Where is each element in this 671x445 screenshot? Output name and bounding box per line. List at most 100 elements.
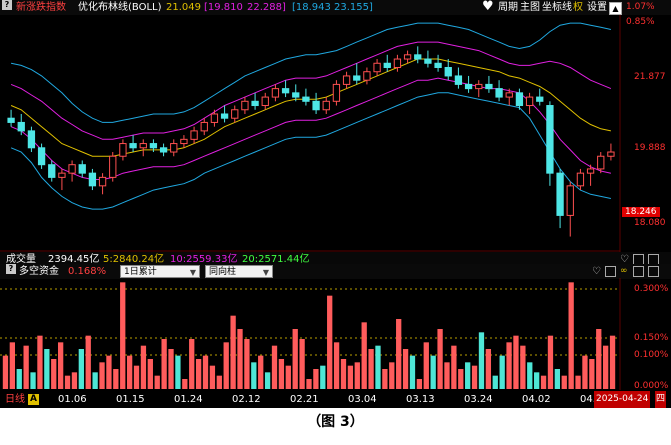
candle[interactable] bbox=[495, 88, 503, 98]
heart-icon-flow[interactable]: ♡ bbox=[592, 266, 601, 277]
flow-bar[interactable] bbox=[382, 369, 388, 389]
flow-bar[interactable] bbox=[51, 359, 57, 389]
candle[interactable] bbox=[271, 88, 280, 98]
candle[interactable] bbox=[190, 130, 198, 140]
candle[interactable] bbox=[139, 143, 147, 149]
flow-bar[interactable] bbox=[258, 355, 264, 389]
price-chart[interactable] bbox=[0, 15, 671, 252]
candle[interactable] bbox=[546, 105, 554, 174]
candle[interactable] bbox=[220, 113, 229, 119]
flow-bar[interactable] bbox=[237, 329, 243, 389]
flow-bar[interactable] bbox=[189, 339, 195, 389]
flow-bar[interactable] bbox=[140, 345, 147, 389]
flow-bar[interactable] bbox=[9, 342, 15, 389]
flow-bar[interactable] bbox=[561, 375, 567, 389]
flow-bar[interactable] bbox=[113, 369, 119, 389]
candle[interactable] bbox=[536, 96, 544, 102]
candle[interactable] bbox=[373, 62, 381, 73]
axis-line-menu[interactable]: 坐标线 bbox=[542, 2, 572, 13]
candle[interactable] bbox=[180, 138, 188, 145]
flow-bar[interactable] bbox=[126, 355, 133, 389]
flow-bar[interactable] bbox=[354, 362, 360, 389]
flow-bar[interactable] bbox=[375, 345, 381, 389]
flow-bar[interactable] bbox=[409, 355, 416, 389]
flow-bar[interactable] bbox=[85, 335, 91, 389]
flow-bar[interactable] bbox=[30, 372, 36, 389]
candle[interactable] bbox=[556, 172, 564, 216]
candle[interactable] bbox=[58, 172, 66, 178]
candle[interactable] bbox=[27, 130, 36, 149]
candle[interactable] bbox=[251, 100, 259, 107]
flow-bar[interactable] bbox=[596, 329, 602, 389]
candle[interactable] bbox=[159, 147, 168, 153]
flow-bar[interactable] bbox=[216, 375, 222, 389]
flow-bar[interactable] bbox=[361, 322, 367, 389]
flow-bar[interactable] bbox=[271, 345, 278, 389]
flow-bar[interactable] bbox=[603, 345, 609, 389]
flow-chart[interactable] bbox=[0, 278, 671, 390]
candle[interactable] bbox=[485, 83, 493, 90]
flow-bar[interactable] bbox=[244, 339, 250, 389]
candle[interactable] bbox=[434, 62, 442, 68]
flow-bar[interactable] bbox=[423, 342, 429, 389]
flow-bar[interactable] bbox=[520, 345, 526, 389]
close-icon-flow[interactable] bbox=[633, 266, 644, 277]
candle[interactable] bbox=[37, 147, 46, 166]
flow-bar[interactable] bbox=[106, 355, 112, 389]
candle[interactable] bbox=[78, 164, 86, 174]
flow-bar[interactable] bbox=[609, 335, 616, 389]
candle[interactable] bbox=[414, 54, 422, 60]
flow-bar[interactable] bbox=[23, 345, 29, 389]
flow-bar[interactable] bbox=[195, 359, 202, 389]
candle[interactable] bbox=[200, 121, 208, 132]
flow-bar[interactable] bbox=[333, 342, 340, 389]
flow-bar[interactable] bbox=[209, 365, 216, 389]
warning-badge[interactable]: A bbox=[28, 394, 39, 405]
flow-bar[interactable] bbox=[120, 282, 126, 389]
flow-bar[interactable] bbox=[465, 362, 471, 389]
flow-bar[interactable] bbox=[582, 355, 588, 389]
candle[interactable] bbox=[170, 143, 178, 153]
flow-bar[interactable] bbox=[37, 335, 43, 389]
period-label[interactable]: 日线 bbox=[5, 394, 25, 405]
heart-icon-volume[interactable]: ♡ bbox=[620, 254, 629, 265]
flow-bar[interactable] bbox=[506, 342, 512, 389]
window-icon-flow[interactable] bbox=[605, 266, 616, 277]
flow-bar[interactable] bbox=[182, 379, 188, 389]
flow-bar[interactable] bbox=[527, 362, 533, 389]
flow-bar[interactable] bbox=[57, 342, 64, 389]
flow-bar[interactable] bbox=[444, 362, 450, 389]
candle[interactable] bbox=[332, 83, 341, 102]
candle[interactable] bbox=[353, 75, 361, 81]
heart-icon[interactable]: ♥ bbox=[482, 0, 494, 14]
candle[interactable] bbox=[109, 155, 117, 178]
flow-bar[interactable] bbox=[320, 365, 326, 389]
candle[interactable] bbox=[505, 92, 513, 98]
flow-bar[interactable] bbox=[92, 372, 98, 389]
flow-bar[interactable] bbox=[534, 372, 540, 389]
flow-bar[interactable] bbox=[133, 365, 140, 389]
flow-bar[interactable] bbox=[44, 349, 50, 389]
candle[interactable] bbox=[281, 88, 290, 94]
flow-bar[interactable] bbox=[547, 335, 554, 389]
flow-bar[interactable] bbox=[368, 349, 374, 389]
column-mode-select[interactable]: 同向柱 ▼ bbox=[205, 265, 273, 278]
flow-bar[interactable] bbox=[589, 359, 595, 389]
candle[interactable] bbox=[475, 83, 483, 90]
candle[interactable] bbox=[586, 168, 595, 174]
flow-bar[interactable] bbox=[492, 375, 498, 389]
flow-bar[interactable] bbox=[230, 315, 236, 389]
flow-bar[interactable] bbox=[175, 355, 181, 389]
flow-bar[interactable] bbox=[430, 355, 436, 389]
candle[interactable] bbox=[88, 172, 97, 187]
flow-bar[interactable] bbox=[458, 369, 464, 389]
flow-bar[interactable] bbox=[327, 295, 333, 389]
flow-bar[interactable] bbox=[292, 329, 298, 389]
flow-bar[interactable] bbox=[478, 332, 485, 389]
candle[interactable] bbox=[342, 75, 351, 85]
flow-bar[interactable] bbox=[389, 362, 395, 389]
flow-bar[interactable] bbox=[554, 369, 561, 389]
flow-bar[interactable] bbox=[223, 342, 229, 389]
flow-bar[interactable] bbox=[168, 349, 174, 389]
flow-bar[interactable] bbox=[313, 369, 319, 389]
